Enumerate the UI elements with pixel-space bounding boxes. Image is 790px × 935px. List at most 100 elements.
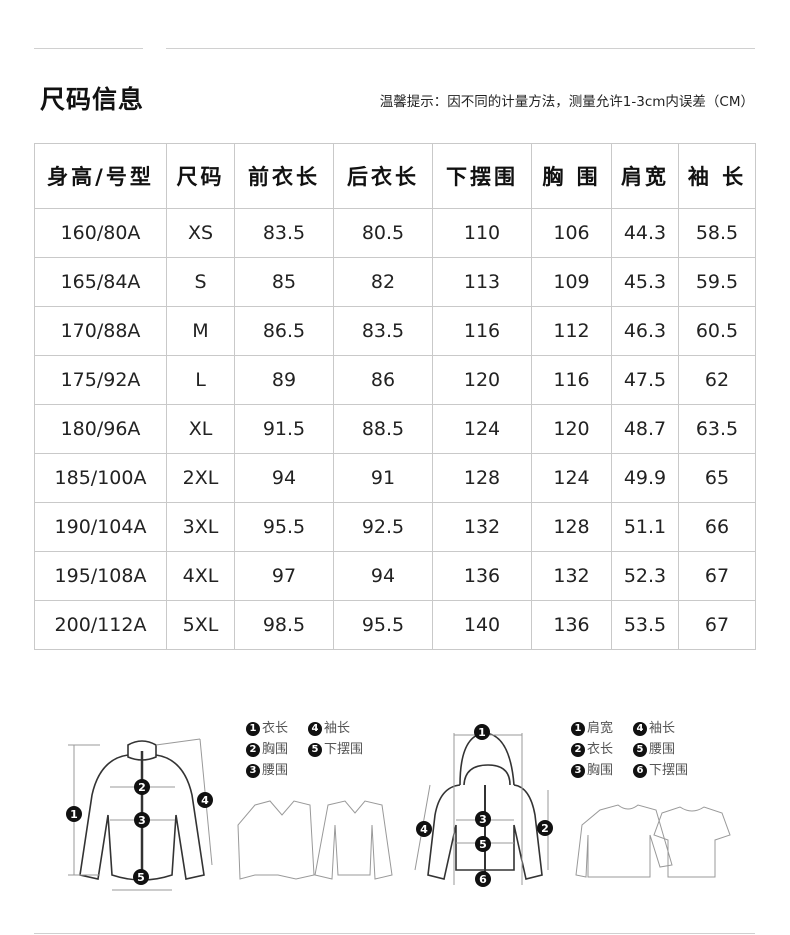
page-title: 尺码信息 [40, 85, 145, 114]
table-row: 175/92A L 89 86 120 116 47.5 62 [34, 355, 756, 405]
number-badge-icon: 2 [246, 743, 260, 757]
table-cell: 92.5 [333, 502, 433, 552]
table-cell: 128 [432, 453, 532, 503]
size-table: 身高/号型 尺码 前衣长 后衣长 下摆围 胸 围 肩宽 袖 长 160/80A X… [34, 143, 756, 650]
legend-item: 2 胸围 [246, 740, 302, 760]
table-cell: 140 [432, 600, 532, 650]
legend-label: 胸围 [587, 763, 614, 778]
table-cell: 175/92A [34, 355, 167, 405]
legend-item: 4 袖长 [308, 719, 364, 739]
table-cell: 110 [432, 208, 532, 258]
marker-3: 3 [475, 811, 491, 827]
table-cell: 60.5 [678, 306, 756, 356]
marker-3: 3 [134, 812, 150, 828]
table-cell: 160/80A [34, 208, 167, 258]
marker-4: 4 [416, 821, 432, 837]
table-cell: 195/108A [34, 551, 167, 601]
table-cell: 94 [333, 551, 433, 601]
table-row: 195/108A 4XL 97 94 136 132 52.3 67 [34, 551, 756, 601]
col-header: 后衣长 [333, 143, 433, 209]
number-badge-icon: 4 [633, 722, 647, 736]
table-cell: 190/104A [34, 502, 167, 552]
table-cell: 2XL [166, 453, 235, 503]
col-header: 身高/号型 [34, 143, 167, 209]
table-cell: 83.5 [333, 306, 433, 356]
table-cell: 66 [678, 502, 756, 552]
marker-5: 5 [133, 869, 149, 885]
col-header: 前衣长 [234, 143, 334, 209]
table-cell: 80.5 [333, 208, 433, 258]
number-badge-icon: 5 [633, 743, 647, 757]
col-header: 袖 长 [678, 143, 756, 209]
table-cell: 95.5 [333, 600, 433, 650]
table-cell: 128 [531, 502, 612, 552]
table-cell: 63.5 [678, 404, 756, 454]
table-cell: 185/100A [34, 453, 167, 503]
legend-item: 5 腰围 [633, 740, 689, 760]
marker-1: 1 [474, 724, 490, 740]
table-cell: 83.5 [234, 208, 334, 258]
table-cell: 95.5 [234, 502, 334, 552]
table-cell: 59.5 [678, 257, 756, 307]
table-cell: 58.5 [678, 208, 756, 258]
table-header-row: 身高/号型 尺码 前衣长 后衣长 下摆围 胸 围 肩宽 袖 长 [34, 143, 756, 209]
table-row: 165/84A S 85 82 113 109 45.3 59.5 [34, 257, 756, 307]
number-badge-icon: 6 [633, 764, 647, 778]
table-cell: XS [166, 208, 235, 258]
table-cell: 116 [432, 306, 532, 356]
bottom-rule [34, 933, 755, 934]
number-badge-icon: 2 [571, 743, 585, 757]
table-cell: S [166, 257, 235, 307]
table-cell: 136 [531, 600, 612, 650]
table-cell: 49.9 [611, 453, 679, 503]
table-cell: 5XL [166, 600, 235, 650]
marker-1: 1 [66, 806, 82, 822]
number-badge-icon: 3 [246, 764, 260, 778]
legend-item: 5 下摆围 [308, 740, 364, 760]
legend-item: 6 下摆围 [633, 761, 689, 781]
table-cell: 112 [531, 306, 612, 356]
legend-item: 3 腰围 [246, 761, 302, 781]
table-cell: 200/112A [34, 600, 167, 650]
table-row: 170/88A M 86.5 83.5 116 112 46.3 60.5 [34, 306, 756, 356]
legend-label: 衣长 [262, 721, 289, 736]
table-cell: 180/96A [34, 404, 167, 454]
marker-6: 6 [475, 871, 491, 887]
legend-item: 3 胸围 [571, 761, 627, 781]
number-badge-icon: 3 [571, 764, 585, 778]
table-cell: 116 [531, 355, 612, 405]
table-cell: 86 [333, 355, 433, 405]
jacket-legend: 1 衣长 4 袖长 2 胸围 5 下摆围 3 腰围 [246, 718, 376, 781]
number-badge-icon: 1 [571, 722, 585, 736]
table-cell: 113 [432, 257, 532, 307]
number-badge-icon: 5 [308, 743, 322, 757]
table-cell: 48.7 [611, 404, 679, 454]
table-cell: 53.5 [611, 600, 679, 650]
legend-item: 1 肩宽 [571, 719, 627, 739]
table-cell: 124 [531, 453, 612, 503]
top-rule-left [34, 48, 143, 49]
table-cell: 91 [333, 453, 433, 503]
col-header: 下摆围 [432, 143, 532, 209]
number-badge-icon: 1 [246, 722, 260, 736]
table-cell: 124 [432, 404, 532, 454]
table-cell: 97 [234, 551, 334, 601]
col-header: 尺码 [166, 143, 235, 209]
table-cell: 67 [678, 551, 756, 601]
marker-2: 2 [537, 820, 553, 836]
table-cell: 4XL [166, 551, 235, 601]
table-cell: 89 [234, 355, 334, 405]
legend-item: 2 衣长 [571, 740, 627, 760]
table-cell: XL [166, 404, 235, 454]
table-cell: 91.5 [234, 404, 334, 454]
legend-label: 袖长 [324, 721, 351, 736]
table-cell: 51.1 [611, 502, 679, 552]
table-cell: M [166, 306, 235, 356]
legend-label: 肩宽 [587, 721, 614, 736]
legend-label: 下摆围 [324, 742, 364, 757]
legend-item: 4 袖长 [633, 719, 689, 739]
table-cell: 52.3 [611, 551, 679, 601]
legend-label: 胸围 [262, 742, 289, 757]
table-cell: 82 [333, 257, 433, 307]
table-cell: 46.3 [611, 306, 679, 356]
